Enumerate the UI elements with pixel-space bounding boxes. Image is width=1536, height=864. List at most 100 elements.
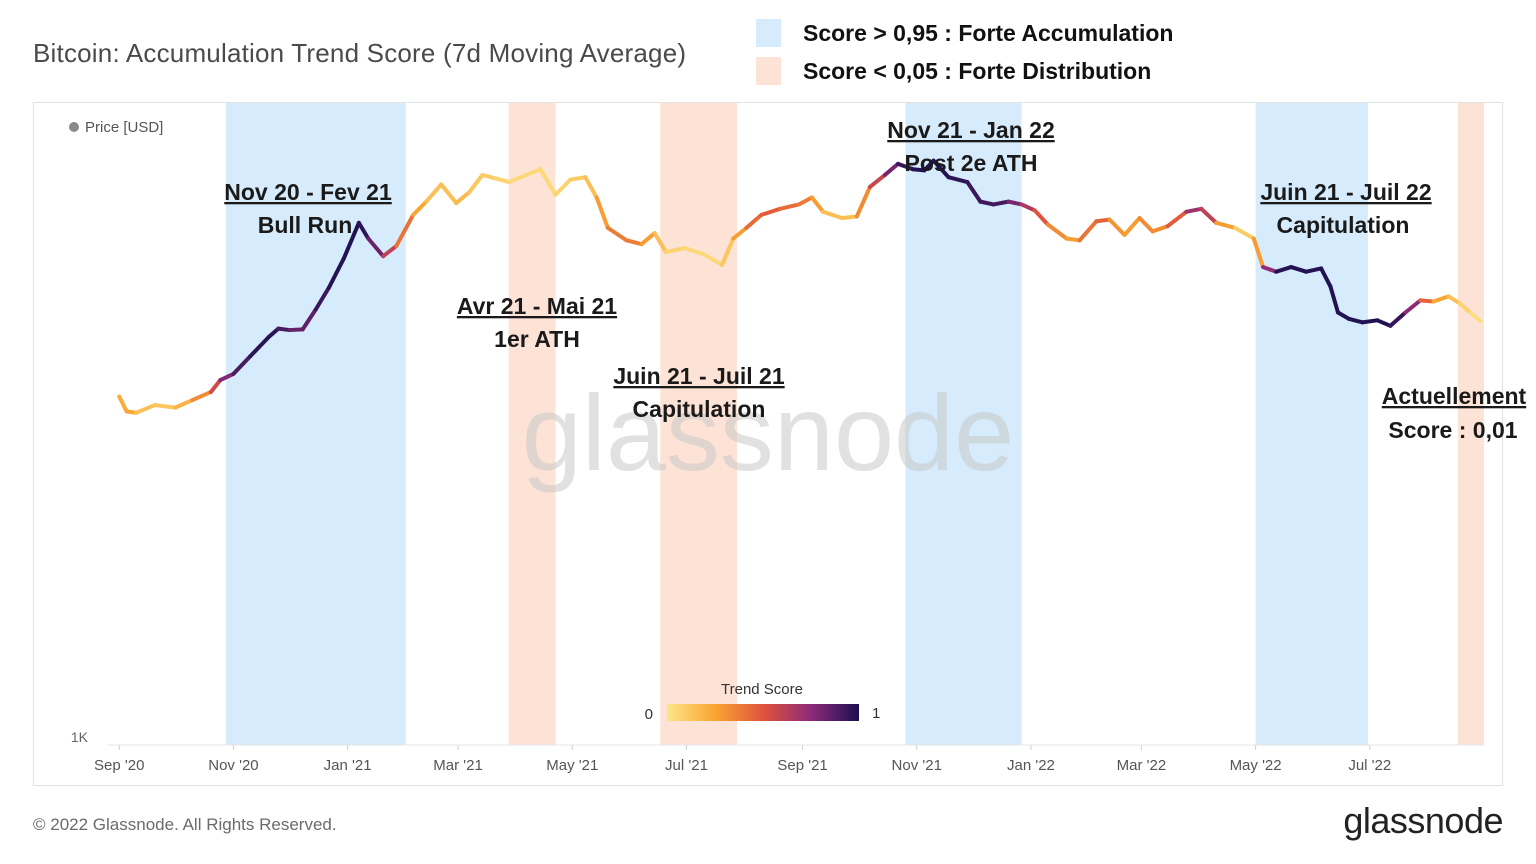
price-line-segment bbox=[454, 190, 472, 206]
glassnode-logo: glassnode bbox=[1343, 800, 1503, 841]
price-line-segment bbox=[991, 199, 1011, 207]
price-line-segment bbox=[366, 236, 386, 259]
price-line-segment bbox=[1032, 208, 1050, 227]
colorbar-max-label: 1 bbox=[872, 705, 880, 722]
legend-distribution: Score < 0,05 : Forte Distribution bbox=[756, 57, 1151, 85]
price-line-segment bbox=[821, 209, 844, 221]
price-line-segment bbox=[1375, 318, 1393, 328]
price-line-segment bbox=[326, 256, 346, 290]
price-line-segment bbox=[1304, 266, 1324, 274]
annotation-4-title: Nov 21 - Jan 22 bbox=[887, 117, 1054, 143]
price-line-segment bbox=[1006, 199, 1024, 207]
annotation-2-subtitle: 1er ATH bbox=[494, 326, 580, 352]
price-line-segment bbox=[1150, 224, 1170, 234]
chart-frame bbox=[33, 102, 1503, 786]
price-line-segment bbox=[1446, 294, 1462, 306]
price-line-segment bbox=[506, 174, 526, 185]
annotation-3-title: Juin 21 - Juil 21 bbox=[613, 363, 784, 389]
price-line-segment bbox=[1403, 298, 1423, 315]
price-line-segment bbox=[218, 371, 236, 383]
shaded-period-distribution-6 bbox=[1457, 103, 1484, 745]
series-legend[interactable]: Price [USD] bbox=[69, 119, 163, 136]
price-line-segment bbox=[173, 398, 195, 410]
price-line-segment bbox=[394, 212, 416, 249]
price-line-segment bbox=[896, 161, 916, 172]
price-line-segment bbox=[663, 246, 687, 255]
legend-swatch-accumulation bbox=[756, 19, 781, 47]
price-line-segment bbox=[493, 176, 511, 185]
price-line-segment bbox=[978, 199, 996, 207]
price-line-segment bbox=[839, 214, 859, 221]
price-line-segment bbox=[1077, 219, 1099, 243]
price-line-segment bbox=[1289, 265, 1309, 274]
legend-accumulation: Score > 0,95 : Forte Accumulation bbox=[756, 19, 1173, 47]
price-line-segment bbox=[965, 180, 983, 204]
price-line-segment bbox=[1122, 216, 1142, 237]
price-line-segment bbox=[744, 212, 764, 230]
price-line-segment bbox=[248, 334, 272, 359]
price-line-segment bbox=[553, 177, 573, 197]
price-line-segment bbox=[731, 225, 749, 241]
price-line-segment bbox=[605, 225, 629, 243]
price-line-segment bbox=[117, 394, 129, 414]
price-line-segment bbox=[1214, 220, 1238, 230]
x-tick-label: May '22 bbox=[1230, 757, 1282, 774]
annotation-1-title: Nov 20 - Fev 21 bbox=[224, 179, 392, 205]
x-tick-label: Sep '20 bbox=[94, 757, 144, 774]
price-line-segment bbox=[854, 184, 872, 219]
price-line-segment bbox=[1094, 217, 1112, 224]
price-line-segment bbox=[1261, 265, 1279, 274]
x-tick-label: Jul '22 bbox=[1348, 757, 1391, 774]
price-line-segment bbox=[411, 199, 429, 217]
x-tick-label: Jul '21 bbox=[665, 757, 708, 774]
price-line-segment bbox=[1457, 301, 1473, 316]
copyright: © 2022 Glassnode. All Rights Reserved. bbox=[33, 815, 337, 834]
price-line-segment bbox=[1431, 294, 1451, 304]
price-line-segment bbox=[1328, 284, 1340, 315]
shaded-period-accumulation-4 bbox=[905, 103, 1022, 745]
price-line-segment bbox=[300, 307, 318, 332]
price-line-segment bbox=[639, 231, 657, 247]
price-line-segment bbox=[1418, 298, 1436, 304]
price-line-segment bbox=[1347, 316, 1365, 325]
price-line-segment bbox=[682, 246, 706, 257]
price-line-segment bbox=[356, 220, 371, 241]
shaded-period-distribution-2 bbox=[508, 103, 556, 745]
price-line-segment bbox=[1233, 225, 1256, 241]
shaded-period-accumulation-1 bbox=[225, 103, 406, 745]
watermark: glassnode bbox=[522, 372, 1014, 493]
x-tick-label: Nov '20 bbox=[208, 757, 258, 774]
price-line-segment bbox=[1184, 206, 1204, 214]
price-line-segment bbox=[1274, 265, 1294, 274]
price-line-segment bbox=[341, 220, 361, 261]
price-line-segment bbox=[759, 206, 783, 217]
price-line-segment bbox=[882, 161, 901, 177]
price-line-segment bbox=[1319, 266, 1333, 289]
price-line-segment bbox=[720, 236, 736, 267]
annotation-1-subtitle: Bull Run bbox=[258, 212, 353, 238]
annotation-6-title: Actuellement bbox=[1382, 383, 1527, 409]
price-line-segment bbox=[1045, 222, 1069, 241]
price-line-segment bbox=[208, 378, 223, 394]
price-line-segment bbox=[287, 327, 305, 333]
colorbar: Trend Score 0 1 bbox=[645, 681, 881, 723]
annotation-4-subtitle: Post 2e ATH bbox=[905, 150, 1038, 176]
price-line-segment bbox=[652, 231, 668, 255]
price-line-segment bbox=[1165, 209, 1189, 229]
price-line-segment bbox=[867, 172, 887, 189]
price-line-segment bbox=[267, 326, 281, 339]
x-tick-label: Jan '21 bbox=[324, 757, 372, 774]
chart-title: Bitcoin: Accumulation Trend Score (7d Mo… bbox=[33, 38, 687, 68]
price-line-segment bbox=[922, 158, 936, 173]
price-line-segment bbox=[381, 244, 399, 259]
price-line-segment bbox=[538, 167, 558, 197]
price-line-segment bbox=[467, 172, 485, 195]
price-line-segment bbox=[796, 195, 814, 207]
series-legend-label: Price [USD] bbox=[85, 119, 163, 136]
price-line-segment bbox=[1199, 206, 1219, 225]
price-line-segment bbox=[424, 182, 444, 204]
legend-swatch-distribution bbox=[756, 57, 781, 85]
price-line-segment bbox=[1064, 236, 1082, 243]
shaded-period-accumulation-5 bbox=[1255, 103, 1368, 745]
x-tick-label: Mar '21 bbox=[433, 757, 483, 774]
